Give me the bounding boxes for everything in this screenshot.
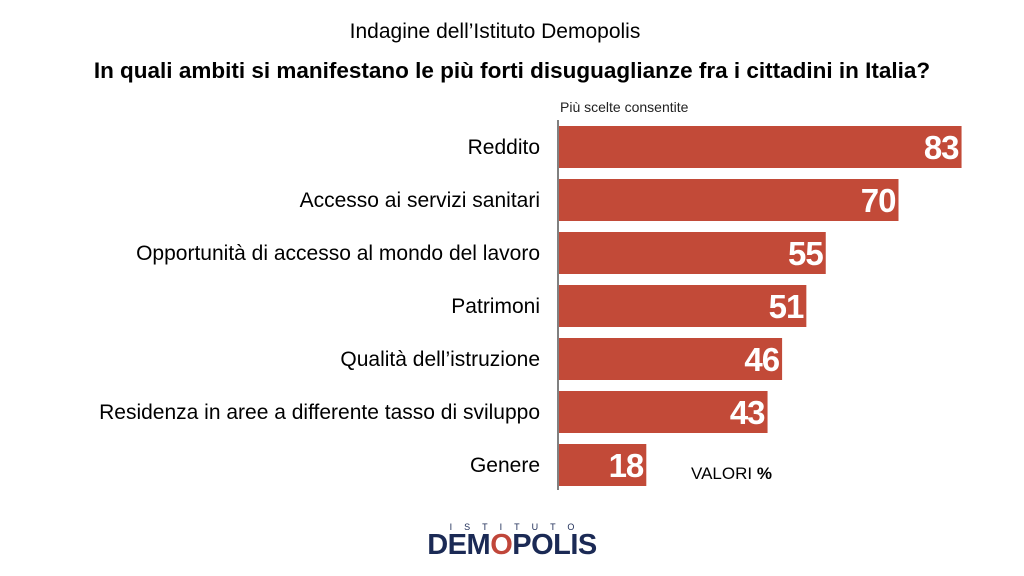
logo-main-o: O bbox=[490, 529, 513, 561]
category-label-4: Qualità dell’istruzione bbox=[340, 348, 540, 371]
units-text: VALORI bbox=[691, 464, 753, 483]
value-label-3: 51 bbox=[769, 288, 804, 325]
multiple-choice-note: Più scelte consentite bbox=[560, 99, 689, 115]
value-label-0: 83 bbox=[924, 129, 959, 166]
category-label-1: Accesso ai servizi sanitari bbox=[300, 189, 540, 212]
logo-main-suffix: POLIS bbox=[512, 529, 597, 561]
value-label-1: 70 bbox=[861, 182, 896, 219]
units-percent: % bbox=[756, 464, 772, 483]
bar-2 bbox=[559, 232, 826, 274]
logo-main-prefix: DEM bbox=[427, 529, 491, 561]
bar-3 bbox=[559, 285, 807, 327]
category-label-3: Patrimoni bbox=[451, 295, 540, 318]
value-label-6: 18 bbox=[609, 447, 644, 484]
logo-top-text: ISTITUTO bbox=[449, 522, 587, 532]
survey-title: Indagine dell’Istituto Demopolis bbox=[349, 20, 641, 43]
logo-main-text: DEMOPOLIS bbox=[0, 529, 1024, 561]
category-label-5: Residenza in aree a differente tasso di … bbox=[99, 401, 540, 424]
demopolis-logo: ISTITUTO DEMOPOLIS bbox=[0, 522, 1024, 561]
chart-question: In quali ambiti si manifestano le più fo… bbox=[93, 58, 931, 83]
bar-0 bbox=[559, 126, 962, 168]
bar-4 bbox=[559, 338, 783, 380]
value-label-5: 43 bbox=[730, 394, 765, 431]
units-label: VALORI % bbox=[691, 464, 772, 484]
category-label-6: Genere bbox=[470, 454, 540, 477]
bar-5 bbox=[559, 391, 768, 433]
bar-1 bbox=[559, 179, 899, 221]
bar-6 bbox=[559, 444, 647, 486]
category-label-2: Opportunità di accesso al mondo del lavo… bbox=[136, 242, 540, 265]
category-label-0: Reddito bbox=[468, 136, 540, 159]
value-label-2: 55 bbox=[788, 235, 823, 272]
value-label-4: 46 bbox=[744, 341, 779, 378]
